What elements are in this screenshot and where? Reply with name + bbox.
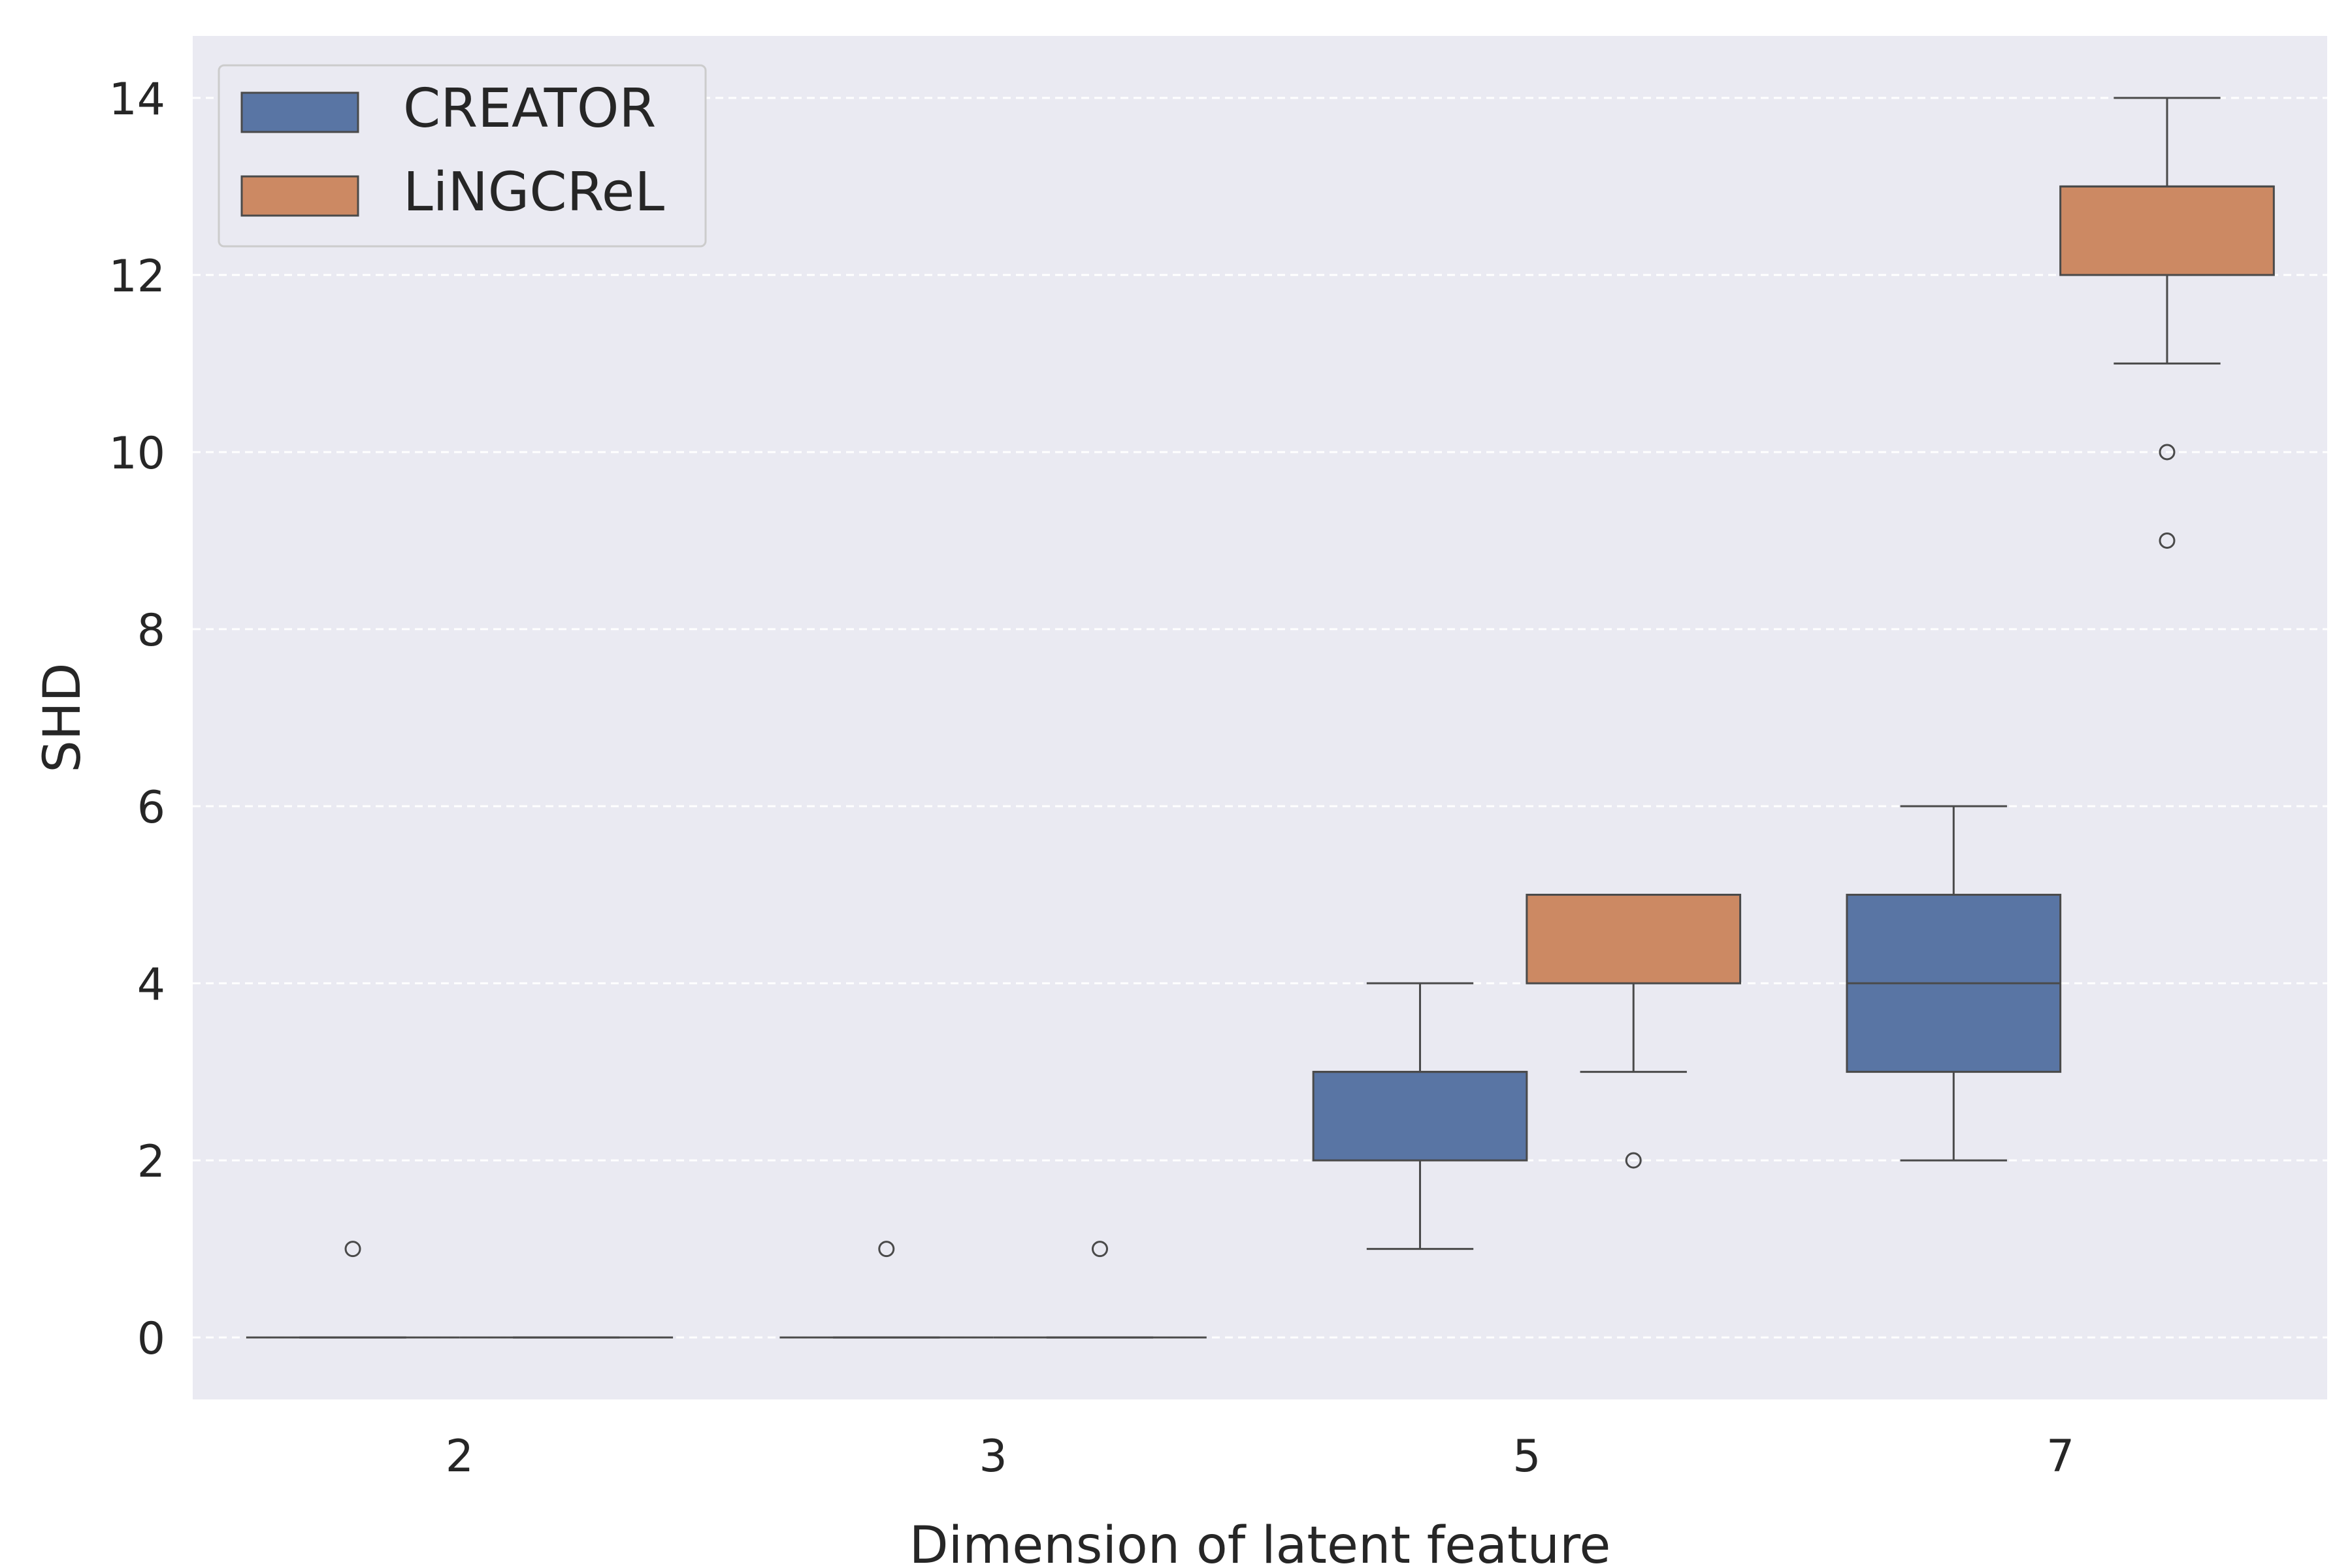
series-lingcrel [459,97,2275,1339]
outlier-point [2159,532,2176,549]
box-creator-5 [1312,982,1528,1250]
y-tick-label: 10 [108,428,165,480]
legend: CREATOR LiNGCReL [218,64,707,248]
box-creator-2 [246,1241,460,1339]
x-tick-label: 2 [446,1431,474,1482]
y-tick-labels: 0 2 4 6 8 10 12 14 [108,74,165,1365]
legend-swatch [240,175,359,217]
y-tick-label: 0 [137,1313,165,1365]
legend-swatch [240,91,359,133]
box-series [246,97,2275,1339]
y-tick-label: 12 [108,251,165,302]
y-tick-label: 14 [108,74,165,125]
outlier-point [1091,1241,1108,1258]
outlier-point [344,1241,361,1258]
outlier-point [2159,444,2176,461]
box-lingcrel-5 [1526,894,1742,1169]
y-tick-label: 8 [137,605,165,657]
legend-label: LiNGCReL [403,161,664,223]
series-creator [246,805,2062,1339]
y-tick-label: 2 [137,1136,165,1188]
y-tick-label: 6 [137,782,165,834]
box-lingcrel-3 [993,1241,1207,1339]
outlier-point [1625,1152,1642,1169]
y-axis-label: SHD [33,662,92,772]
y-tick-label: 4 [137,959,165,1011]
x-tick-label: 7 [2046,1431,2074,1482]
outlier-point [878,1241,895,1258]
box-creator-7 [1846,805,2062,1162]
x-tick-label: 5 [1512,1431,1541,1482]
x-tick-labels: 2 3 5 7 [446,1431,2075,1482]
box-iqr [1312,1071,1528,1162]
legend-label: CREATOR [403,78,656,140]
x-tick-label: 3 [979,1431,1007,1482]
x-axis-label: Dimension of latent feature [909,1516,1611,1568]
plot-area [193,36,2327,1399]
box-iqr [1526,894,1742,985]
box-creator-3 [779,1241,994,1339]
box-iqr [2059,185,2275,276]
box-lingcrel-7 [2059,97,2275,549]
